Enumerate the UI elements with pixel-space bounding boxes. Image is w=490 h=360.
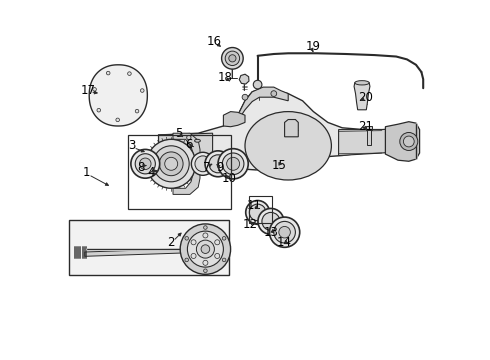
Text: 17: 17 [81, 84, 96, 96]
Polygon shape [159, 133, 213, 158]
Circle shape [191, 253, 196, 258]
Circle shape [185, 237, 189, 240]
Text: 6: 6 [185, 138, 193, 150]
Circle shape [187, 231, 223, 267]
Circle shape [218, 149, 248, 179]
Circle shape [135, 154, 155, 174]
Circle shape [274, 221, 295, 243]
Circle shape [196, 240, 215, 258]
Circle shape [253, 80, 262, 89]
Circle shape [222, 258, 226, 262]
Circle shape [153, 146, 189, 182]
Text: 1: 1 [83, 166, 90, 179]
Circle shape [191, 240, 196, 245]
Polygon shape [89, 65, 147, 126]
Text: 15: 15 [272, 159, 287, 172]
Circle shape [187, 135, 191, 140]
Text: 14: 14 [276, 237, 292, 249]
Circle shape [271, 91, 277, 96]
Circle shape [222, 237, 226, 240]
Circle shape [262, 212, 280, 230]
Circle shape [221, 48, 243, 69]
Text: 9: 9 [216, 161, 223, 174]
Circle shape [201, 245, 210, 253]
Circle shape [225, 51, 240, 66]
Bar [128, 135, 231, 209]
Polygon shape [85, 248, 193, 256]
Circle shape [140, 158, 151, 170]
Circle shape [135, 109, 139, 113]
Circle shape [249, 204, 266, 221]
Circle shape [141, 89, 144, 92]
Circle shape [403, 136, 414, 147]
Text: 11: 11 [246, 199, 262, 212]
Circle shape [205, 151, 231, 177]
Text: 7: 7 [203, 161, 211, 174]
Circle shape [279, 226, 291, 238]
Polygon shape [354, 83, 370, 110]
Circle shape [180, 224, 231, 274]
Text: 8: 8 [137, 161, 144, 174]
Circle shape [192, 152, 215, 175]
Text: 19: 19 [306, 40, 321, 53]
Polygon shape [386, 122, 419, 161]
Circle shape [222, 153, 244, 175]
Bar [367, 130, 371, 145]
Circle shape [400, 132, 418, 150]
Circle shape [215, 240, 220, 245]
Text: 10: 10 [221, 172, 236, 185]
Polygon shape [223, 112, 245, 127]
Circle shape [245, 201, 270, 224]
Polygon shape [159, 88, 413, 170]
Text: 5: 5 [175, 127, 182, 140]
Polygon shape [69, 220, 229, 275]
Circle shape [227, 157, 240, 170]
Polygon shape [285, 120, 298, 137]
Circle shape [131, 149, 160, 178]
Circle shape [106, 71, 110, 75]
Circle shape [185, 258, 189, 262]
Circle shape [97, 108, 100, 112]
Circle shape [204, 269, 207, 273]
Circle shape [165, 157, 178, 170]
Text: 18: 18 [218, 71, 233, 84]
Circle shape [159, 152, 183, 176]
Text: 12: 12 [243, 219, 258, 231]
Polygon shape [173, 133, 200, 194]
Bar [366, 126, 372, 130]
Polygon shape [238, 87, 288, 115]
Ellipse shape [245, 112, 331, 180]
Circle shape [127, 72, 131, 75]
Text: 13: 13 [264, 226, 278, 239]
Polygon shape [239, 74, 249, 84]
Text: 21: 21 [358, 120, 373, 132]
Bar [248, 196, 272, 223]
Circle shape [203, 260, 208, 265]
Text: 16: 16 [207, 35, 222, 48]
Circle shape [116, 118, 120, 122]
Text: 4: 4 [147, 166, 155, 179]
Circle shape [229, 55, 236, 62]
Text: 3: 3 [128, 139, 135, 152]
Circle shape [270, 217, 300, 247]
Circle shape [203, 233, 208, 238]
Circle shape [258, 208, 284, 234]
Circle shape [242, 94, 248, 100]
Circle shape [195, 156, 211, 172]
Ellipse shape [355, 81, 369, 85]
Circle shape [147, 139, 196, 188]
Text: 2: 2 [168, 237, 175, 249]
Ellipse shape [195, 139, 200, 142]
Circle shape [204, 226, 207, 229]
Circle shape [215, 253, 220, 258]
Circle shape [93, 87, 97, 91]
Text: 20: 20 [358, 91, 373, 104]
Polygon shape [339, 129, 396, 156]
Circle shape [209, 155, 227, 173]
